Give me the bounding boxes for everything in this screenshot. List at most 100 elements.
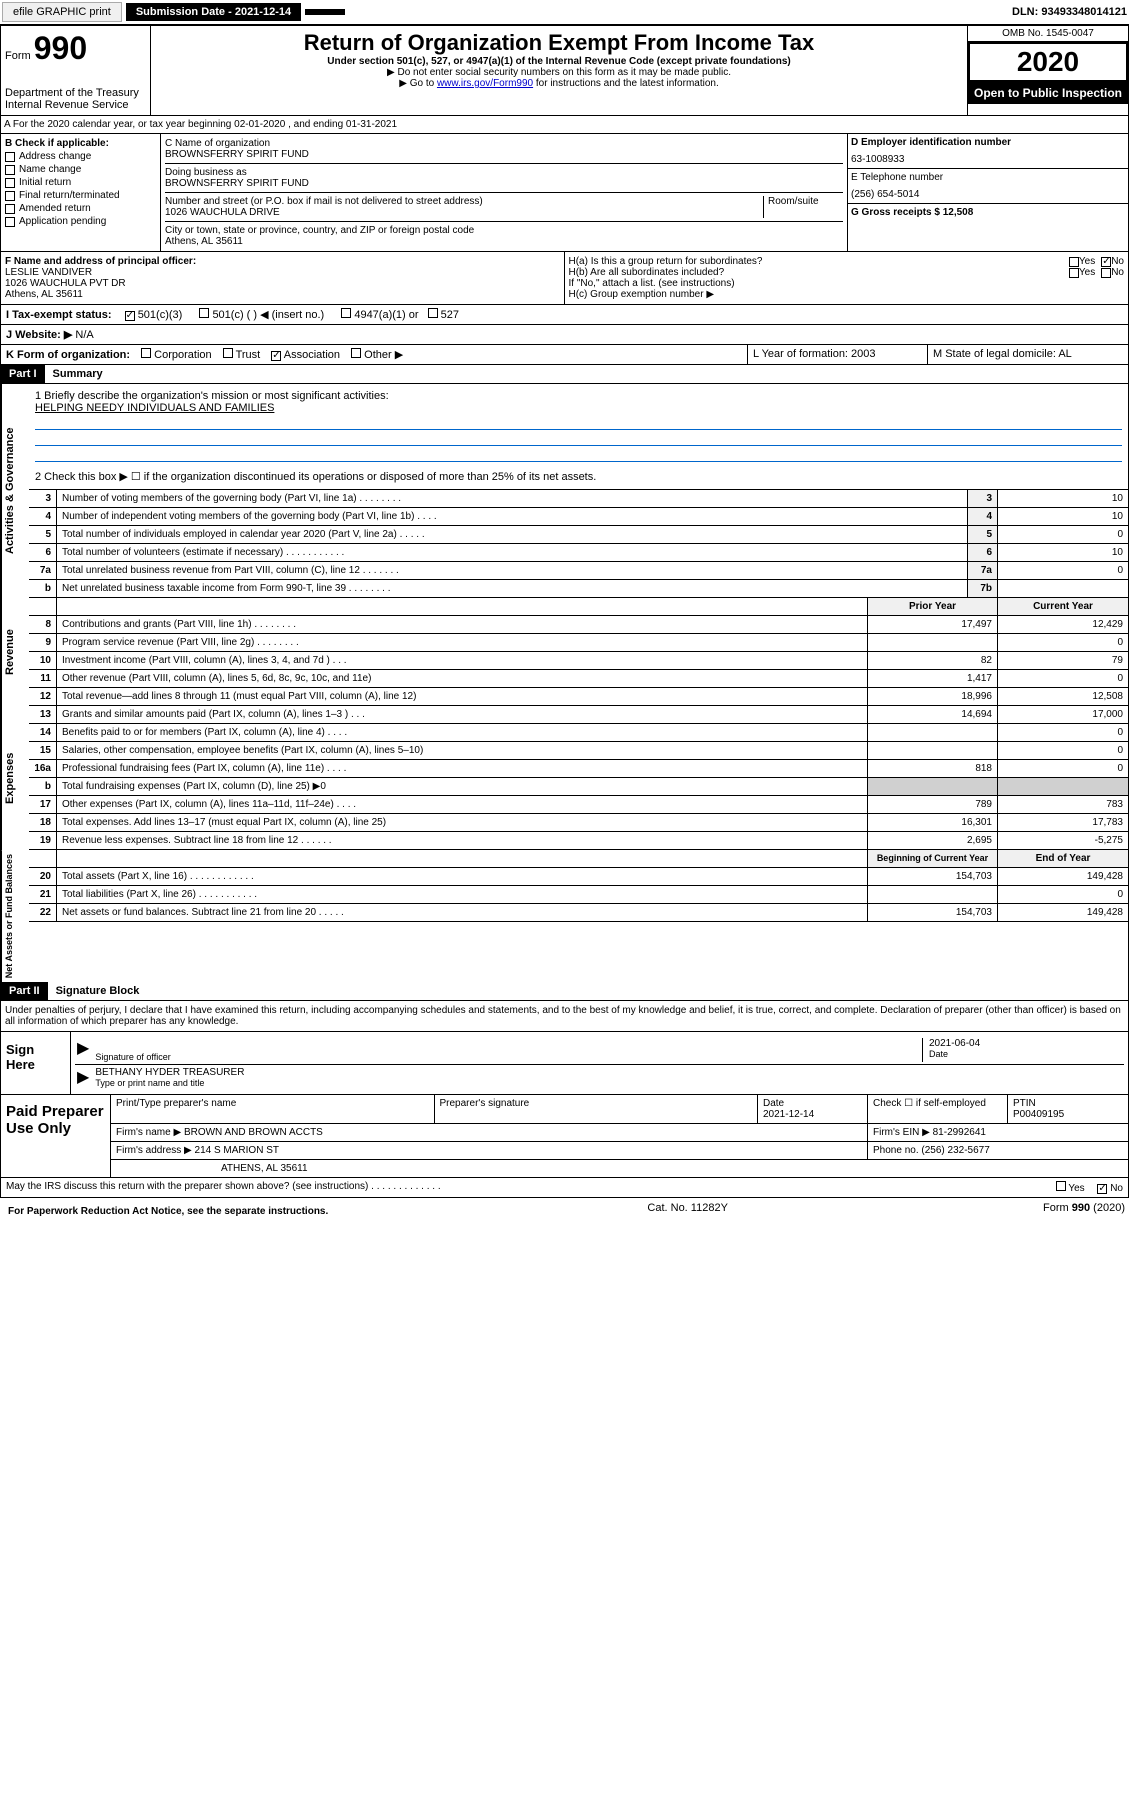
penalty-text: Under penalties of perjury, I declare th… [0, 1001, 1129, 1032]
tax-year: 2020 [968, 42, 1128, 82]
cat-no: Cat. No. 11282Y [647, 1202, 728, 1221]
line-row: 7aTotal unrelated business revenue from … [29, 562, 1128, 580]
website-value: N/A [75, 329, 93, 341]
firm-addr: 214 S MARION ST [195, 1145, 279, 1156]
form-note1: ▶ Do not enter social security numbers o… [155, 67, 963, 78]
chk-527[interactable] [428, 308, 438, 318]
prep-h5: PTINP00409195 [1008, 1095, 1128, 1123]
signer-name: BETHANY HYDER TREASURER [95, 1067, 1122, 1078]
gross-receipts: G Gross receipts $ 12,508 [851, 207, 1125, 218]
form-footer: Form 990 (2020) [1043, 1202, 1125, 1221]
irs-label: Internal Revenue Service [5, 99, 146, 111]
form-subtitle: Under section 501(c), 527, or 4947(a)(1)… [155, 56, 963, 67]
sign-block: Sign Here ▶ Signature of officer 2021-06… [0, 1032, 1129, 1095]
submission-date-label: Submission Date - 2021-12-14 [126, 3, 301, 21]
line-row: 12Total revenue—add lines 8 through 11 (… [29, 688, 1128, 706]
hb-yes[interactable] [1069, 268, 1079, 278]
col-begin: Beginning of Current Year [868, 850, 998, 867]
part1-body: Activities & Governance 1 Briefly descri… [0, 384, 1129, 982]
ein-value: 63-1008933 [851, 154, 1125, 165]
line-row: 19Revenue less expenses. Subtract line 1… [29, 832, 1128, 850]
phone-label: E Telephone number [851, 172, 1125, 183]
q2-label: 2 Check this box ▶ ☐ if the organization… [35, 470, 1122, 483]
discuss-row: May the IRS discuss this return with the… [0, 1178, 1129, 1198]
firm-name-label: Firm's name ▶ [116, 1127, 181, 1138]
prep-phone: (256) 232-5677 [921, 1145, 989, 1156]
section-h: H(a) Is this a group return for subordin… [565, 252, 1129, 304]
officer-label: F Name and address of principal officer: [5, 256, 560, 267]
line-row: bNet unrelated business taxable income f… [29, 580, 1128, 598]
line-row: 18Total expenses. Add lines 13–17 (must … [29, 814, 1128, 832]
tax-status-label: I Tax-exempt status: [6, 309, 112, 321]
form-id-cell: Form 990 Department of the Treasury Inte… [1, 26, 151, 115]
section-b-label: B Check if applicable: [5, 138, 156, 149]
line-row: 16aProfessional fundraising fees (Part I… [29, 760, 1128, 778]
firm-ein-label: Firm's EIN ▶ [873, 1127, 930, 1138]
rev-header: Prior Year Current Year [29, 598, 1128, 616]
ein-label: D Employer identification number [851, 137, 1125, 148]
line-row: 11Other revenue (Part VIII, column (A), … [29, 670, 1128, 688]
chk-name-change[interactable]: Name change [5, 164, 156, 175]
line-row: bTotal fundraising expenses (Part IX, co… [29, 778, 1128, 796]
city-label: City or town, state or province, country… [165, 221, 843, 236]
line-row: 22Net assets or fund balances. Subtract … [29, 904, 1128, 922]
officer-city: Athens, AL 35611 [5, 289, 560, 300]
hc-label: H(c) Group exemption number ▶ [569, 289, 1125, 300]
dept-label: Department of the Treasury [5, 87, 146, 99]
mission-text: HELPING NEEDY INDIVIDUALS AND FAMILIES [35, 402, 1122, 414]
chk-assoc[interactable] [271, 351, 281, 361]
org-name: BROWNSFERRY SPIRIT FUND [165, 149, 843, 160]
chk-other[interactable] [351, 348, 361, 358]
form-header: Form 990 Department of the Treasury Inte… [0, 25, 1129, 116]
chk-address-change[interactable]: Address change [5, 151, 156, 162]
form-title: Return of Organization Exempt From Incom… [155, 30, 963, 56]
ha-no[interactable] [1101, 257, 1111, 267]
arrow-icon: ▶ [77, 1038, 95, 1062]
part2-title: Signature Block [48, 982, 148, 1000]
signer-name-label: Type or print name and title [95, 1078, 1122, 1088]
firm-ein: 81-2992641 [933, 1127, 986, 1138]
vert-net: Net Assets or Fund Balances [1, 850, 29, 982]
dba-value: BROWNSFERRY SPIRIT FUND [165, 178, 843, 189]
website-label: J Website: ▶ [6, 329, 72, 341]
section-j: J Website: ▶ N/A [0, 325, 1129, 345]
sign-here-label: Sign Here [1, 1032, 71, 1094]
discuss-yes[interactable] [1056, 1181, 1066, 1191]
chk-amended-return[interactable]: Amended return [5, 203, 156, 214]
chk-4947[interactable] [341, 308, 351, 318]
efile-print-button[interactable]: efile GRAPHIC print [2, 2, 122, 22]
chk-501c[interactable] [199, 308, 209, 318]
room-label: Room/suite [763, 196, 843, 218]
dba-label: Doing business as [165, 163, 843, 178]
col-prior: Prior Year [868, 598, 998, 615]
line-row: 5Total number of individuals employed in… [29, 526, 1128, 544]
org-name-label: C Name of organization [165, 138, 843, 149]
line-row: 21Total liabilities (Part X, line 26) . … [29, 886, 1128, 904]
hb-no[interactable] [1101, 268, 1111, 278]
chk-corp[interactable] [141, 348, 151, 358]
part1-badge: Part I [1, 365, 45, 383]
hb-note: If "No," attach a list. (see instruction… [569, 278, 1125, 289]
city-value: Athens, AL 35611 [165, 236, 843, 247]
form-note2: ▶ Go to www.irs.gov/Form990 for instruct… [155, 78, 963, 89]
discuss-no[interactable] [1097, 1184, 1107, 1194]
discuss-text: May the IRS discuss this return with the… [6, 1181, 441, 1194]
prep-h2: Preparer's signature [435, 1095, 759, 1123]
line-row: 3Number of voting members of the governi… [29, 490, 1128, 508]
line-row: 10Investment income (Part VIII, column (… [29, 652, 1128, 670]
chk-final-return[interactable]: Final return/terminated [5, 190, 156, 201]
chk-application-pending[interactable]: Application pending [5, 216, 156, 227]
part1-title: Summary [45, 365, 111, 383]
arrow-icon: ▶ [77, 1067, 95, 1088]
line-row: 8Contributions and grants (Part VIII, li… [29, 616, 1128, 634]
irs-link[interactable]: www.irs.gov/Form990 [437, 78, 533, 89]
officer-name: LESLIE VANDIVER [5, 267, 560, 278]
chk-trust[interactable] [223, 348, 233, 358]
chk-501c3[interactable] [125, 311, 135, 321]
form-org-label: K Form of organization: [6, 349, 130, 361]
line-row: 6Total number of volunteers (estimate if… [29, 544, 1128, 562]
ha-yes[interactable] [1069, 257, 1079, 267]
form-number: 990 [34, 30, 87, 66]
chk-initial-return[interactable]: Initial return [5, 177, 156, 188]
phone-value: (256) 654-5014 [851, 189, 1125, 200]
